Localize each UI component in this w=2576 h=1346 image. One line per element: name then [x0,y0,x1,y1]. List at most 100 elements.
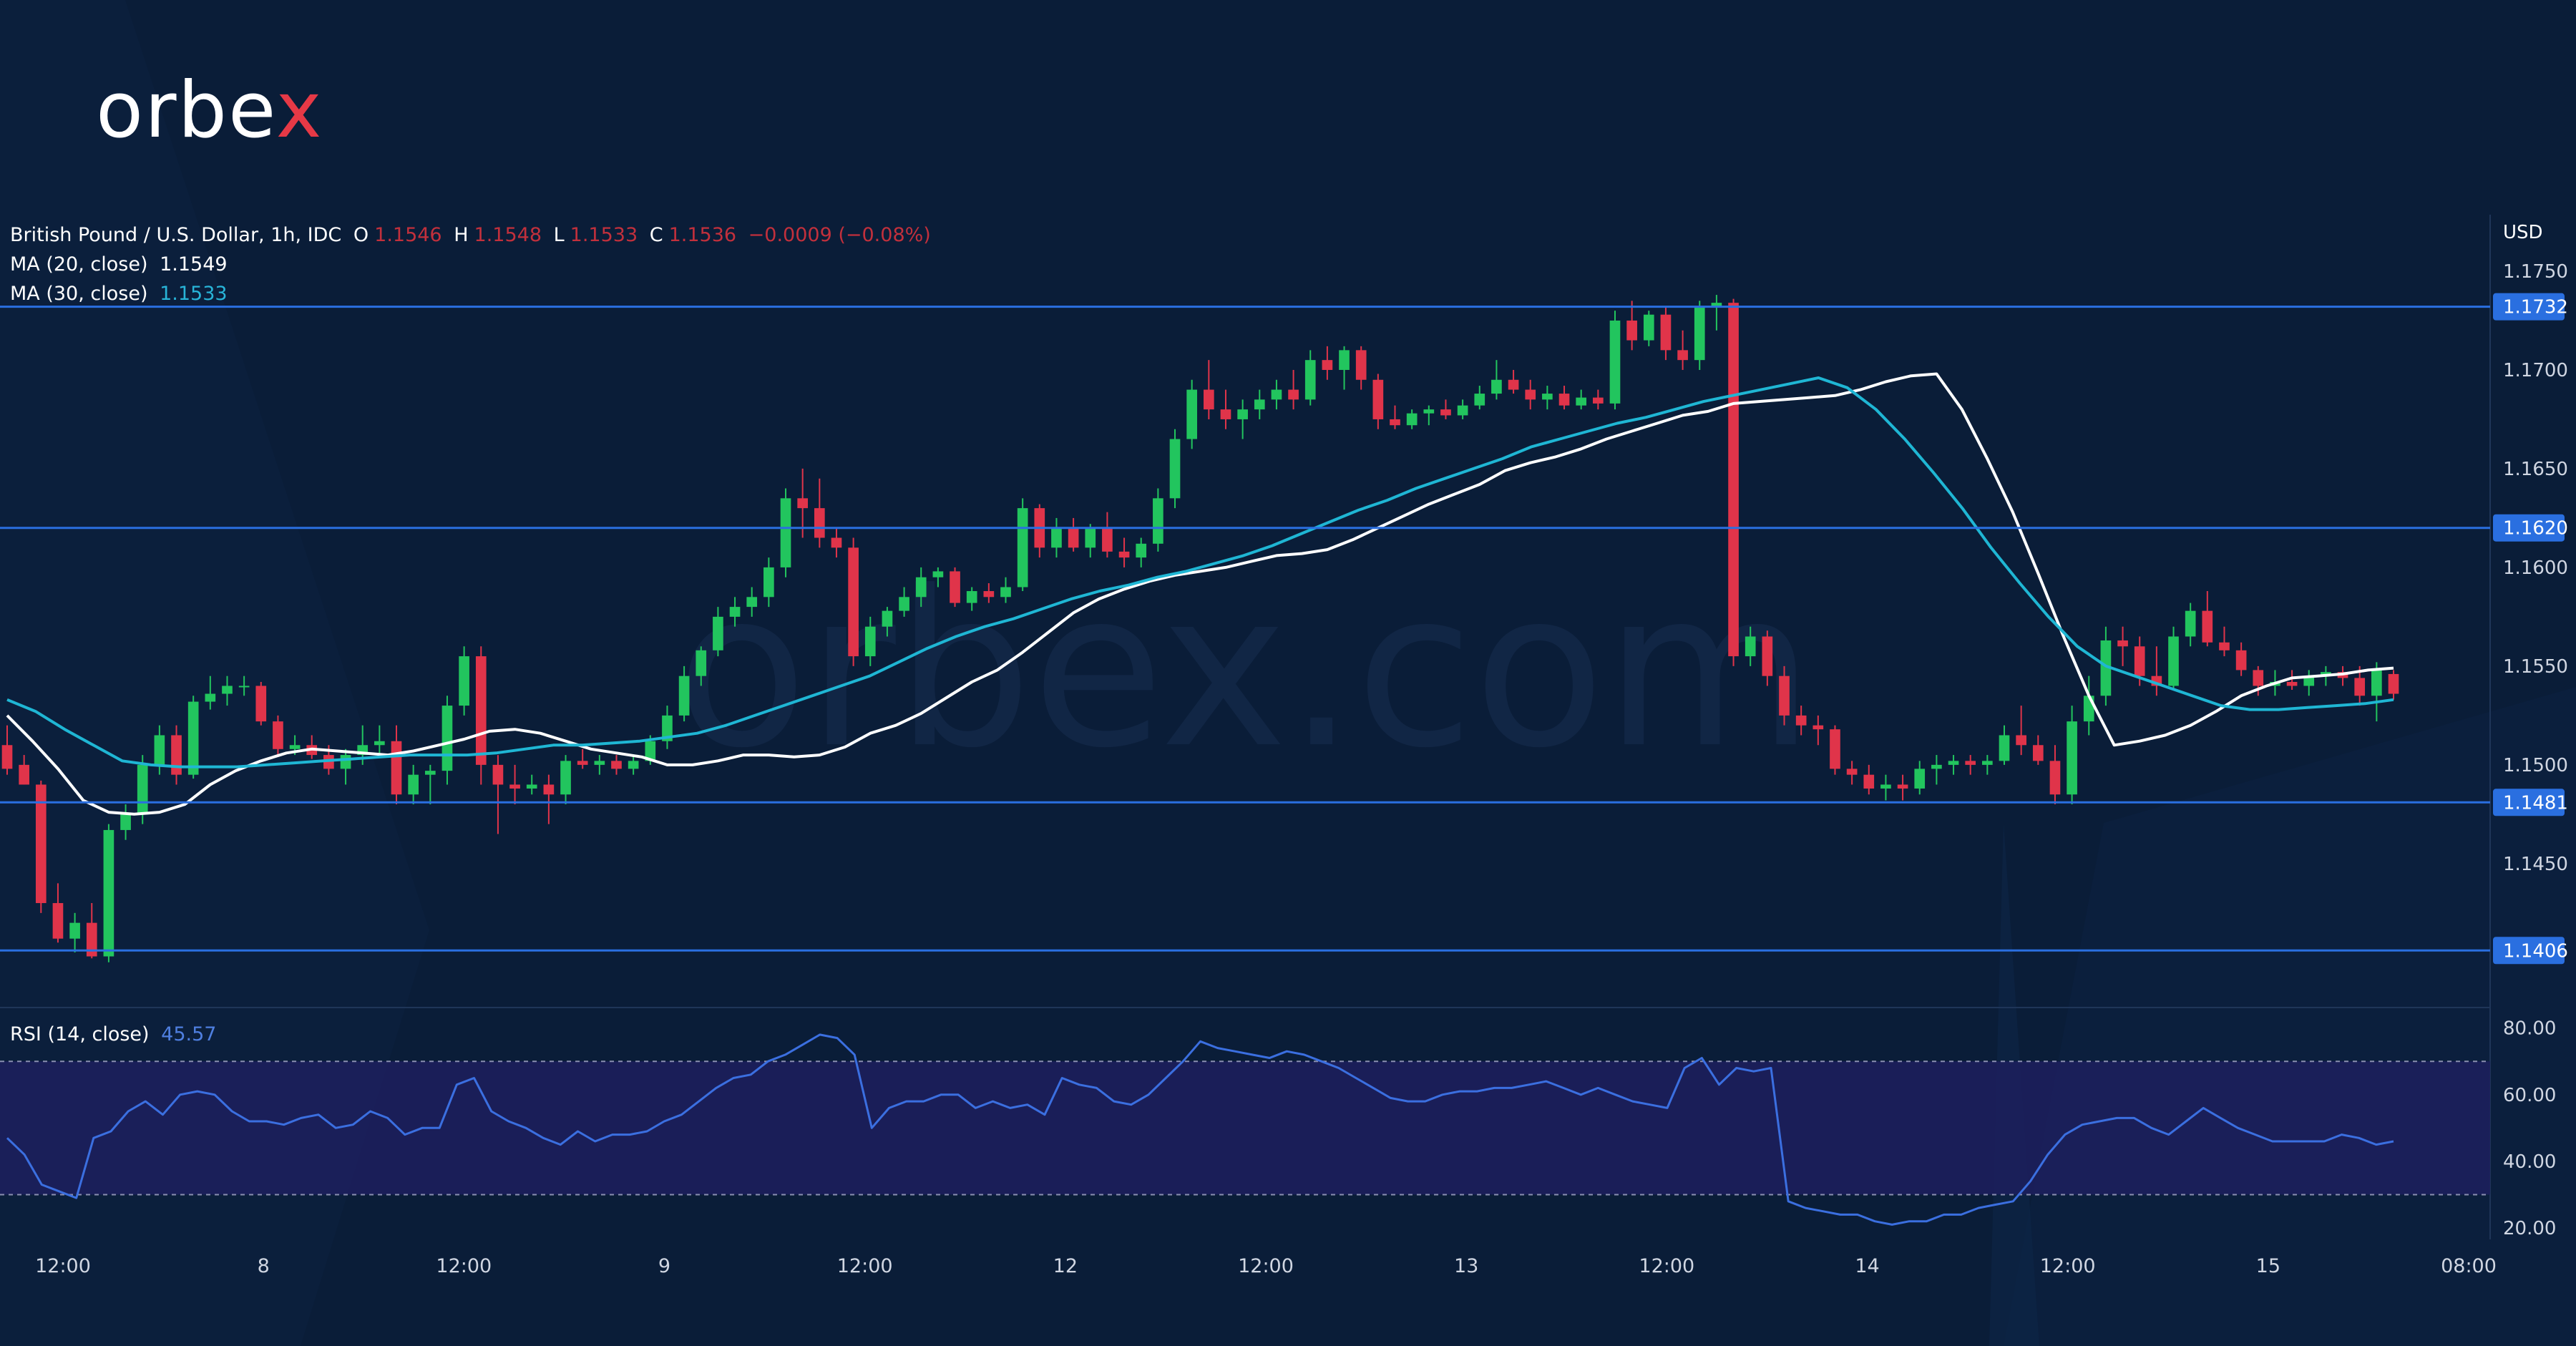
candle-body-down [391,741,402,795]
candle-body-up [2100,640,2112,696]
candle-body-down [255,686,267,722]
candle-body-down [1355,350,1367,380]
time-tick-label: 12 [1053,1255,1078,1277]
level-price-tag [2493,514,2565,542]
candle-body-down [1762,636,1773,676]
candle-body-up [2185,610,2196,637]
candle-body-up [864,626,876,657]
candle-body-up [932,571,944,577]
candle-body-up [763,567,774,598]
candle-body-down [1965,761,1976,765]
ma20-line [6,372,2394,816]
legend-ma20-label: MA (20, close) [10,253,148,275]
candle-body-up [1576,397,1587,406]
rsi-band [0,1061,2490,1195]
candle-body-up [374,741,385,746]
rsi-tick-label: 20.00 [2503,1218,2556,1239]
candle-body-down [2049,761,2061,795]
candle-body-down [1677,350,1688,361]
ma30-line [6,376,2394,769]
legend-symbol: British Pound / U.S. Dollar, 1h, IDC [10,224,342,246]
rsi-tick-label: 60.00 [2503,1085,2556,1106]
candle-body-down [1372,379,1384,419]
time-tick-label: 9 [658,1255,670,1277]
candle-body-up [137,764,148,814]
candle-body-up [2303,676,2315,686]
time-axis-ticks: 12:00 8 12:00 9 12:00 12 12:00 13 12:00 14 12:00 15… [35,1255,2497,1277]
candle-body-down [1626,320,1637,341]
candle-body-down [831,537,842,548]
candle-body-up [1186,389,1198,439]
logo-x: x [275,66,323,155]
time-tick-label: 8 [258,1255,270,1277]
candle-body-down [2235,650,2247,670]
candle-body-down [950,571,960,603]
candle-body-down [577,761,588,765]
legend-change: −0.0009 (−0.08%) [748,224,931,246]
legend-ma30-label: MA (30, close) [10,283,148,305]
candle-body-down [509,784,520,789]
time-tick-label: 08:00 [2441,1255,2497,1277]
candle-body-down [2388,673,2399,694]
candle-body-down [1508,379,1519,390]
horizontal-levels-layer: 1.1732 1.1620 1.1481 1.1406 [0,293,2568,965]
candle-body-up [1136,543,1147,558]
candle-body-down [1390,419,1400,426]
candle-body-down [475,656,487,765]
candle-body-down [1830,729,1840,769]
time-tick-label: 13 [1454,1255,1478,1277]
legend-o-value: 1.1546 [374,224,442,246]
candle-body-up [1948,761,1959,765]
legend-symbol-row: British Pound / U.S. Dollar, 1h, IDC O 1.… [10,224,937,246]
level-price-tag [2493,789,2565,816]
candle-body-down [1288,389,1299,400]
legend-c-label: C [649,224,663,246]
candle-body-up [1271,389,1282,400]
price-tick-label: 1.1650 [2503,459,2568,480]
candle-body-up [696,650,707,676]
candle-body-up [1169,439,1181,499]
legend-ma20-value: 1.1549 [160,253,228,275]
candle-body-down [1102,527,1113,552]
candle-body-up [1406,413,1418,426]
candle-body-down [492,764,504,785]
candle-body-down [797,498,808,509]
candle-body-down [2134,646,2145,676]
legend-o-label: O [353,224,369,246]
candle-body-down [611,761,622,769]
time-tick-label: 12:00 [1639,1255,1694,1277]
candle-body-up [1051,527,1062,548]
candle-body-down [1593,397,1604,404]
candle-body-up [628,761,639,769]
price-tick-label: 1.1500 [2503,755,2568,776]
candle-body-up [187,701,199,775]
candle-body-up [729,607,741,617]
candle-body-up [899,597,909,611]
orbex-logo: orbex [96,66,323,155]
candle-body-up [69,922,80,939]
candle-body-down [1779,676,1790,716]
candle-body-down [814,508,825,538]
candle-body-down [543,784,555,795]
candle-body-down [1220,409,1231,419]
legend-rsi-row: RSI (14, close) 45.57 [10,1023,222,1045]
candle-body-down [2219,642,2230,650]
legend-h-value: 1.1548 [474,224,542,246]
candle-body-down [1322,360,1333,370]
candle-body-down [1846,769,1858,775]
legend-l-value: 1.1533 [570,224,638,246]
time-tick-label: 12:00 [436,1255,492,1277]
candle-body-up [713,616,723,650]
candle-body-down [2117,640,2128,647]
candle-body-up [1694,306,1705,361]
candle-body-down [171,735,182,775]
candle-body-up [1254,399,1265,410]
candle-body-down [273,721,283,749]
candle-body-down [1118,551,1130,558]
candle-body-up [408,774,419,795]
legend-h-label: H [454,224,469,246]
time-tick-label: 15 [2256,1255,2280,1277]
candle-body-up [205,693,216,702]
candle-body-up [1931,764,1942,769]
candle-body-up [103,829,114,957]
